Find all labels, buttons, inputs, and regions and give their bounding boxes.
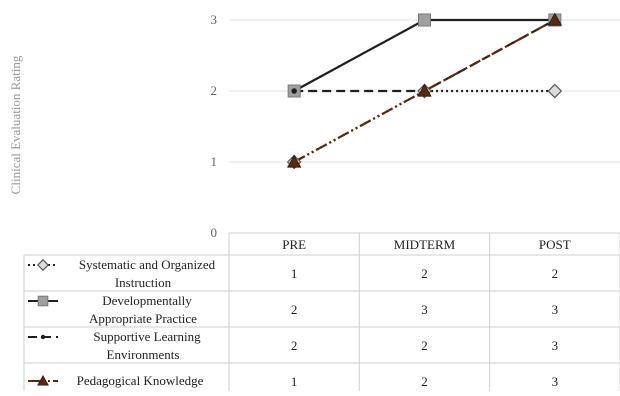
table-row: Pedagogical Knowledge 1 2 3 xyxy=(28,373,558,389)
table-cell: 2 xyxy=(291,302,298,317)
table-cell: 3 xyxy=(552,374,559,389)
table-row: Systematic and Organized Instruction 1 2 2 xyxy=(28,257,558,290)
data-point-triangle xyxy=(547,12,563,26)
data-point-triangle xyxy=(286,154,302,168)
table-cell: 1 xyxy=(291,266,298,281)
series-line xyxy=(293,18,555,92)
legend-label: Instruction xyxy=(115,275,172,290)
table-row: Supportive Learning Environments 2 2 3 xyxy=(28,329,558,362)
legend-key-square-icon xyxy=(37,295,49,307)
table-cell: 2 xyxy=(291,338,298,353)
series-line xyxy=(294,19,556,93)
table-cell: 2 xyxy=(421,374,428,389)
legend-key-diamond-icon xyxy=(36,258,50,272)
table-cell: 3 xyxy=(552,338,559,353)
x-tick-label: POST xyxy=(539,237,571,252)
table-cell: 3 xyxy=(552,302,559,317)
y-tick-label: 3 xyxy=(211,12,218,27)
series-markers xyxy=(286,12,563,170)
table-cell: 2 xyxy=(552,266,559,281)
data-point-triangle xyxy=(417,83,432,97)
legend-label: Supportive Learning xyxy=(93,329,201,344)
x-tick-label: PRE xyxy=(282,237,306,252)
data-point-dot xyxy=(291,88,297,94)
legend-label: Environments xyxy=(107,347,180,362)
legend-label: Systematic and Organized xyxy=(79,257,216,272)
y-axis-ticks: 0 1 2 3 xyxy=(211,12,218,240)
legend-key-triangle-icon xyxy=(37,374,49,386)
y-tick-label: 2 xyxy=(211,83,218,98)
data-point-diamond xyxy=(547,83,563,99)
legend-label: Appropriate Practice xyxy=(89,311,197,326)
y-tick-label: 1 xyxy=(211,154,218,169)
legend-label: Developmentally xyxy=(102,293,192,308)
table-cell: 1 xyxy=(291,374,298,389)
y-tick-label: 0 xyxy=(211,225,218,240)
legend-key-dot-icon xyxy=(40,334,46,340)
data-point-square xyxy=(418,13,431,27)
series-line xyxy=(293,89,555,163)
table-cell: 2 xyxy=(421,266,428,281)
table-cell: 2 xyxy=(421,338,428,353)
legend-label: Pedagogical Knowledge xyxy=(77,373,204,388)
y-axis-label: Clinical Evaluation Rating xyxy=(8,55,23,194)
table-row: Developmentally Appropriate Practice 2 3 3 xyxy=(28,293,558,326)
data-table: PRE MIDTERM POST Systematic and Organized In… xyxy=(23,232,620,396)
x-tick-label: MIDTERM xyxy=(394,237,456,252)
table-cell: 3 xyxy=(421,302,428,317)
